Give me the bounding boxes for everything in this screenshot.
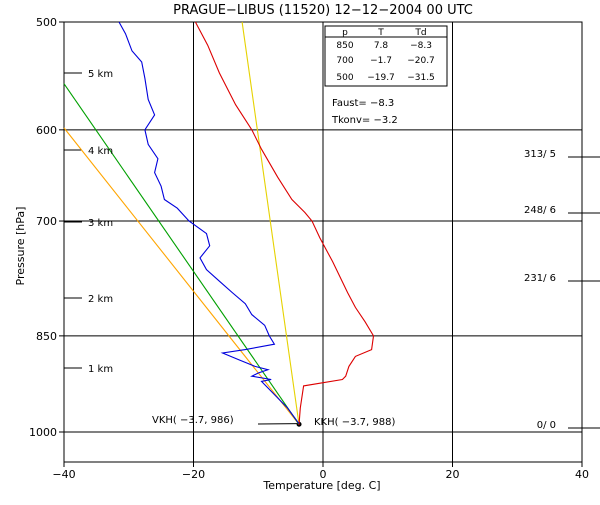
table-cell: −20.7: [407, 56, 435, 66]
tkonv-index: Tkonv= −3.2: [331, 115, 398, 126]
table-cell: 7.8: [374, 41, 389, 51]
table-cell: −8.3: [410, 41, 432, 51]
wind-label: 313/ 5: [524, 149, 556, 160]
height-label: 2 km: [88, 294, 113, 305]
y-tick-label: 500: [36, 16, 57, 29]
dewpoint-line: [119, 22, 299, 424]
x-tick-label: −20: [182, 468, 205, 481]
grid-layer: [59, 22, 600, 467]
table-cell: −19.7: [367, 73, 395, 83]
height-label: 5 km: [88, 69, 113, 80]
table-header: Td: [414, 28, 426, 38]
labels-layer: −40 −20 0 20 40 500 600 700 850 1000 5 km 4 km 3 km 2…: [29, 16, 589, 481]
table-header: T: [377, 28, 384, 38]
table-cell: 700: [336, 56, 353, 66]
y-axis-label: Pressure [hPa]: [14, 207, 27, 286]
height-label: 3 km: [88, 218, 113, 229]
chart-title: PRAGUE−LIBUS (11520) 12−12−2004 00 UTC: [173, 3, 473, 18]
y-tick-label: 1000: [29, 426, 57, 439]
wind-label: 248/ 6: [524, 205, 556, 216]
table-header: p: [342, 28, 348, 38]
table-cell: 500: [336, 73, 353, 83]
x-tick-label: −40: [52, 468, 75, 481]
x-tick-label: 20: [446, 468, 460, 481]
faust-index: Faust= −8.3: [332, 98, 394, 109]
y-tick-label: 850: [36, 330, 57, 343]
x-tick-label: 40: [575, 468, 589, 481]
table-cell: −1.7: [370, 56, 392, 66]
x-tick-label: 0: [320, 468, 327, 481]
vkh-annotation: VKH( −3.7, 986): [152, 415, 234, 426]
kkh-annotation: KKH( −3.7, 988): [314, 417, 395, 428]
y-tick-label: 700: [36, 215, 57, 228]
wind-label: 0/ 0: [537, 420, 556, 431]
wind-label: 231/ 6: [524, 273, 556, 284]
height-label: 1 km: [88, 364, 113, 375]
table-cell: 850: [336, 41, 353, 51]
height-label: 4 km: [88, 146, 113, 157]
table-cell: −31.5: [407, 73, 435, 83]
y-tick-label: 600: [36, 124, 57, 137]
